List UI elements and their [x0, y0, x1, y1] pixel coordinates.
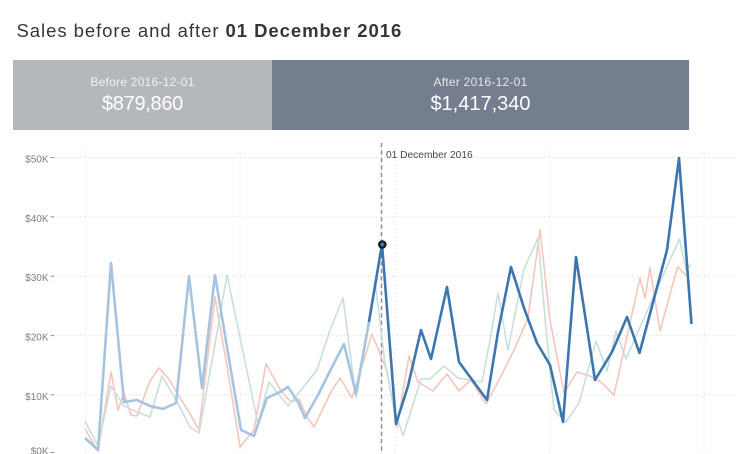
svg-text:$50K: $50K	[25, 154, 49, 165]
svg-text:$40K: $40K	[25, 214, 49, 225]
svg-text:$10K: $10K	[25, 392, 49, 403]
svg-text:$30K: $30K	[25, 273, 49, 284]
svg-text:01 December 2016: 01 December 2016	[386, 150, 473, 161]
svg-text:$0K: $0K	[31, 446, 49, 454]
svg-text:$20K: $20K	[25, 333, 49, 344]
